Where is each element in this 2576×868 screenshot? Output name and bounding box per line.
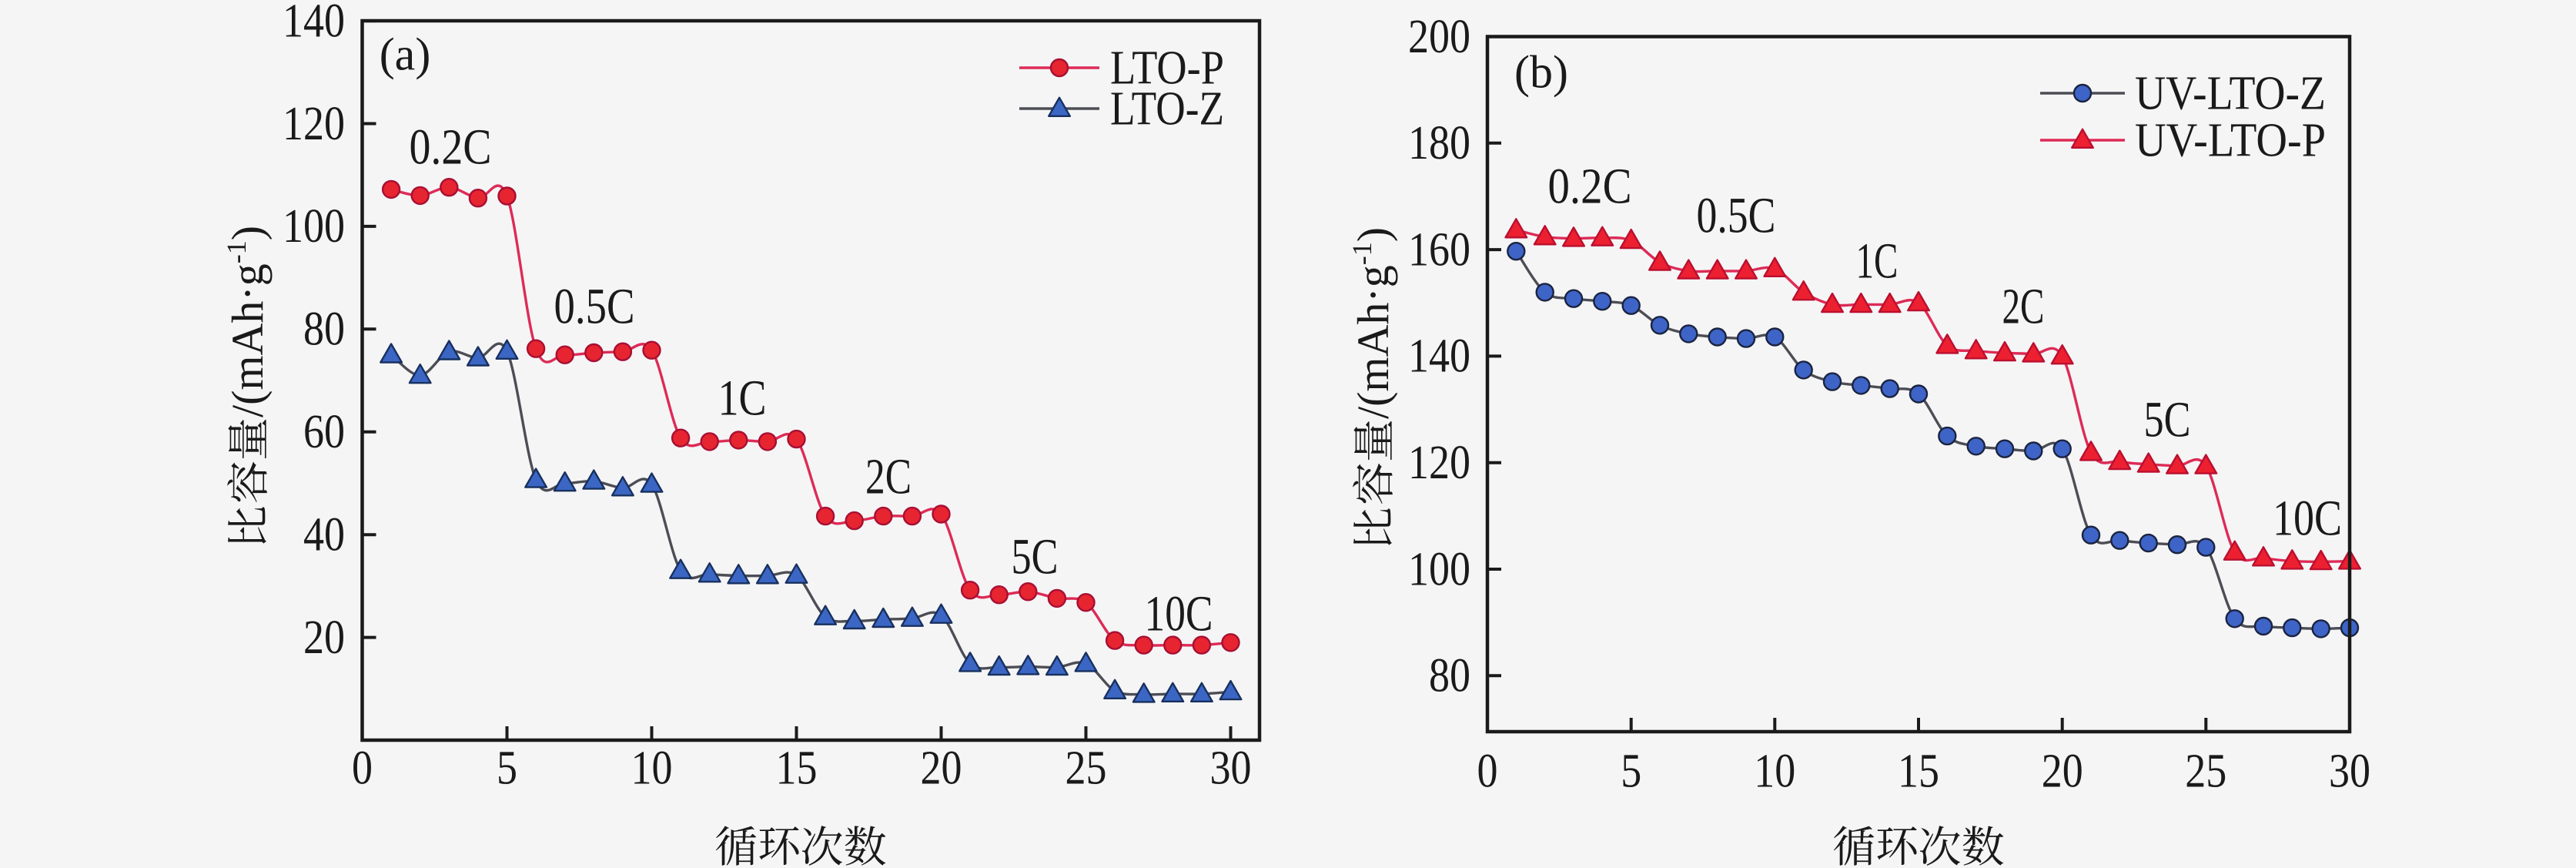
svg-text:25: 25 bbox=[1066, 742, 1107, 794]
svg-text:140: 140 bbox=[1408, 330, 1470, 383]
svg-text:5: 5 bbox=[1621, 745, 1641, 797]
svg-text:/(mAh·g-1): /(mAh·g-1) bbox=[221, 226, 273, 417]
svg-text:0.5C: 0.5C bbox=[1697, 188, 1776, 244]
svg-text:LTO-P: LTO-P bbox=[1110, 42, 1224, 94]
svg-text:10C: 10C bbox=[1145, 586, 1213, 642]
svg-text:100: 100 bbox=[283, 200, 345, 253]
svg-text:5C: 5C bbox=[1012, 529, 1059, 585]
svg-text:2C: 2C bbox=[865, 449, 912, 505]
svg-text:15: 15 bbox=[776, 742, 818, 794]
svg-text:(a): (a) bbox=[380, 29, 431, 80]
svg-text:180: 180 bbox=[1408, 117, 1470, 169]
svg-text:0: 0 bbox=[1477, 745, 1498, 797]
svg-text:60: 60 bbox=[303, 406, 345, 458]
svg-text:30: 30 bbox=[2329, 745, 2370, 797]
svg-text:10C: 10C bbox=[2273, 491, 2342, 547]
svg-text:0.2C: 0.2C bbox=[1548, 159, 1632, 215]
svg-text:1C: 1C bbox=[718, 370, 767, 427]
svg-text:20: 20 bbox=[921, 742, 962, 794]
svg-text:5C: 5C bbox=[2144, 392, 2191, 448]
svg-text:UV-LTO-Z: UV-LTO-Z bbox=[2135, 67, 2326, 119]
svg-text:20: 20 bbox=[303, 612, 345, 664]
svg-text:25: 25 bbox=[2185, 745, 2226, 797]
svg-text:0.2C: 0.2C bbox=[410, 119, 492, 176]
svg-text:LTO-Z: LTO-Z bbox=[1110, 82, 1224, 135]
svg-text:10: 10 bbox=[631, 742, 673, 794]
svg-text:0.5C: 0.5C bbox=[554, 279, 635, 335]
svg-text:(b): (b) bbox=[1514, 47, 1568, 98]
svg-text:15: 15 bbox=[1898, 745, 1939, 797]
svg-text:1C: 1C bbox=[1856, 233, 1899, 290]
svg-text:10: 10 bbox=[1754, 745, 1795, 797]
svg-text:5: 5 bbox=[497, 742, 517, 794]
svg-text:120: 120 bbox=[283, 98, 345, 150]
svg-text:40: 40 bbox=[303, 508, 345, 561]
svg-text:20: 20 bbox=[2042, 745, 2083, 797]
svg-text:160: 160 bbox=[1408, 223, 1470, 276]
svg-text:100: 100 bbox=[1408, 543, 1470, 595]
svg-text:200: 200 bbox=[1408, 11, 1470, 63]
svg-text:80: 80 bbox=[1429, 650, 1470, 702]
svg-text:0: 0 bbox=[352, 742, 373, 794]
svg-text:120: 120 bbox=[1408, 437, 1470, 489]
svg-text:2C: 2C bbox=[2002, 279, 2045, 335]
svg-text:UV-LTO-P: UV-LTO-P bbox=[2135, 114, 2326, 166]
svg-text:80: 80 bbox=[303, 303, 345, 356]
svg-text:140: 140 bbox=[283, 0, 345, 47]
svg-text:30: 30 bbox=[1210, 742, 1252, 794]
